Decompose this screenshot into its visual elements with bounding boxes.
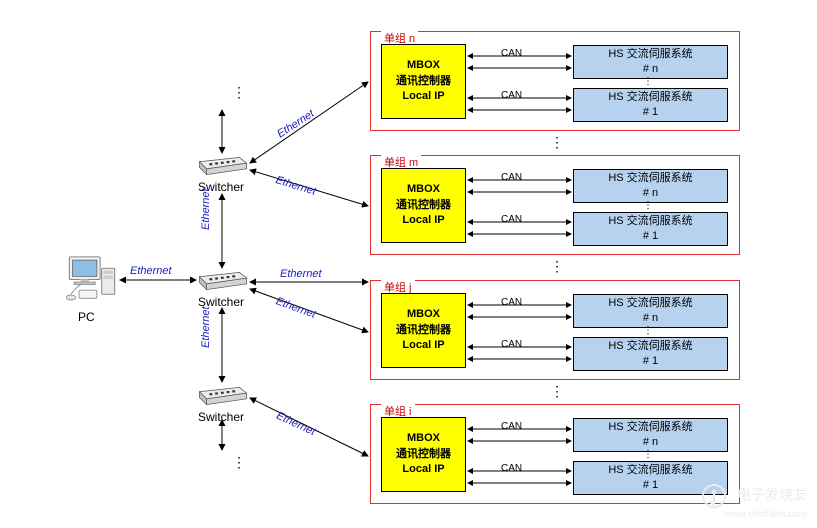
eth-label-h: Ethernet <box>280 268 322 280</box>
eth-label-v2: Ethernet <box>200 306 212 348</box>
watermark: 电子发烧友 www.elecfans.com <box>701 483 807 520</box>
main-connectors <box>0 0 817 528</box>
watermark-text: 电子发烧友 <box>737 487 807 503</box>
watermark-logo-icon <box>701 483 727 509</box>
eth-label-v1: Ethernet <box>200 188 212 230</box>
watermark-url: www.elecfans.com <box>701 509 807 520</box>
eth-label-pc: Ethernet <box>130 265 172 277</box>
